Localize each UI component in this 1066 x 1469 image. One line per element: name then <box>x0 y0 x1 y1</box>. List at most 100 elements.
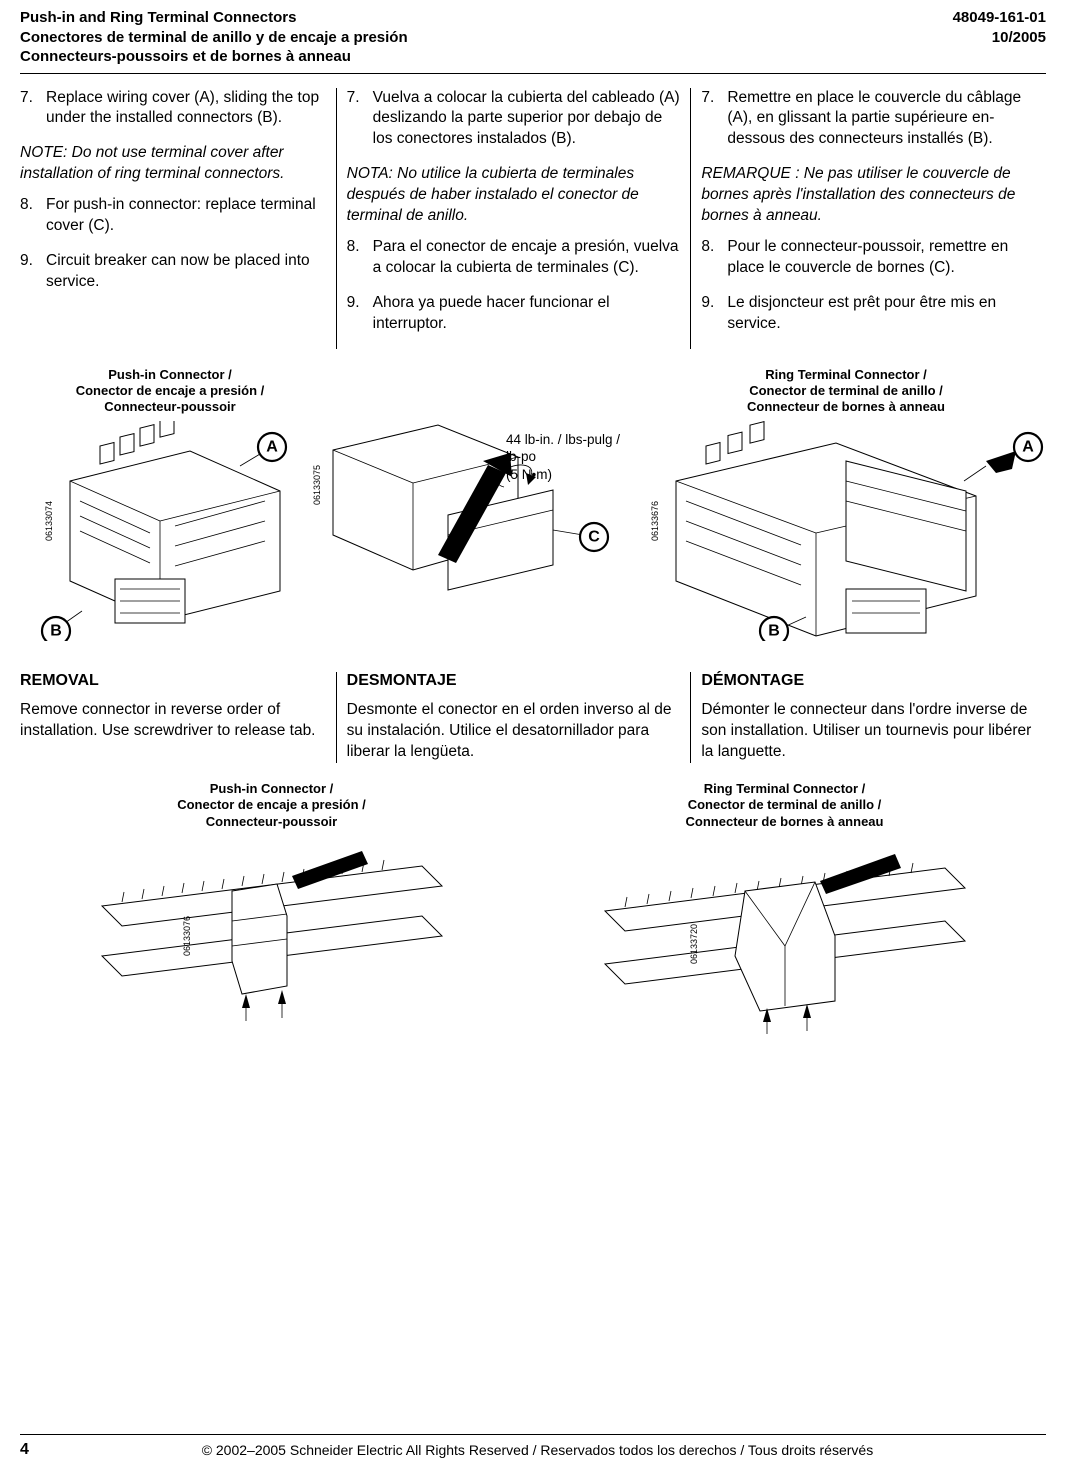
doc-number: 48049-161-01 <box>953 8 1046 28</box>
torque-label: 44 lb-in. / lbs-pulg / lb-po (5 N•m) <box>506 431 636 484</box>
page-footer: 4 © 2002–2005 Schneider Electric All Rig… <box>20 1434 1046 1459</box>
removal-ring-icon: 06133720 <box>585 836 985 1036</box>
fig-svg: 44 lb-in. / lbs-pulg / lb-po (5 N•m) <box>308 395 638 600</box>
doc-date: 10/2005 <box>953 28 1046 48</box>
fig-caption: Ring Terminal Connector / Conector de te… <box>646 367 1046 416</box>
caption-line: Ring Terminal Connector / <box>585 781 985 797</box>
removal-text: Desmonte el conector en el orden inverso… <box>347 700 681 763</box>
title-en: Push-in and Ring Terminal Connectors <box>20 8 408 28</box>
removal-fr: DÉMONTAGE Démonter le connecteur dans l'… <box>691 672 1046 763</box>
fig-svg: 06133676 A B <box>646 421 1046 646</box>
callout-c: C <box>588 528 600 545</box>
step-num: 7. <box>20 88 46 130</box>
removal-en: REMOVAL Remove connector in reverse orde… <box>20 672 337 763</box>
removal-es: DESMONTAJE Desmonte el conector en el or… <box>337 672 692 763</box>
step-9-fr: 9. Le disjoncteur est prêt pour être mis… <box>701 293 1046 335</box>
caption-line: Connecteur de bornes à anneau <box>646 399 1046 415</box>
torque-line: 44 lb-in. / lbs-pulg / <box>506 431 636 449</box>
removal-text: Démonter le connecteur dans l'ordre inve… <box>701 700 1046 763</box>
ref-id: 06133075 <box>312 465 322 505</box>
column-es: 7. Vuelva a colocar la cubierta del cabl… <box>337 88 692 349</box>
step-8-en: 8. For push-in connector: replace termin… <box>20 195 326 237</box>
callout-a: A <box>266 439 278 456</box>
caption-line: Connecteur-poussoir <box>82 814 462 830</box>
callout-a: A <box>1022 439 1034 456</box>
step-8-es: 8. Para el conector de encaje a presión,… <box>347 237 681 279</box>
step-num: 8. <box>701 237 727 279</box>
column-en: 7. Replace wiring cover (A), sliding the… <box>20 88 337 349</box>
caption-line: Push-in Connector / <box>40 367 300 383</box>
header-docinfo: 48049-161-01 10/2005 <box>953 8 1046 47</box>
instruction-columns: 7. Replace wiring cover (A), sliding the… <box>20 88 1046 349</box>
figure-row-2: Push-in Connector / Conector de encaje a… <box>20 781 1046 1041</box>
step-num: 8. <box>347 237 373 279</box>
figure-pushin-center: 44 lb-in. / lbs-pulg / lb-po (5 N•m) <box>308 395 638 647</box>
page-header: Push-in and Ring Terminal Connectors Con… <box>20 0 1046 74</box>
step-text: Circuit breaker can now be placed into s… <box>46 251 326 293</box>
note-fr: REMARQUE : Ne pas utiliser le couvercle … <box>701 164 1046 227</box>
fig-caption: Push-in Connector / Conector de encaje a… <box>40 367 300 416</box>
step-9-es: 9. Ahora ya puede hacer funcionar el int… <box>347 293 681 335</box>
caption-line: Ring Terminal Connector / <box>646 367 1046 383</box>
title-fr: Connecteurs-poussoirs et de bornes à ann… <box>20 47 408 67</box>
caption-line: Conector de terminal de anillo / <box>646 383 1046 399</box>
fig-caption: Push-in Connector / Conector de encaje a… <box>82 781 462 830</box>
title-es: Conectores de terminal de anillo y de en… <box>20 28 408 48</box>
isometric-breaker-icon: 06133074 A B <box>40 421 300 641</box>
step-7-en: 7. Replace wiring cover (A), sliding the… <box>20 88 326 130</box>
ref-id: 06133720 <box>689 924 699 964</box>
step-text: Ahora ya puede hacer funcionar el interr… <box>373 293 681 335</box>
callout-b: B <box>50 623 62 640</box>
note-en: NOTE: Do not use terminal cover after in… <box>20 143 326 185</box>
page-number: 4 <box>20 1441 29 1459</box>
removal-title: DÉMONTAGE <box>701 672 1046 690</box>
note-es: NOTA: No utilice la cubierta de terminal… <box>347 164 681 227</box>
step-text: Pour le connecteur-poussoir, remettre en… <box>727 237 1046 279</box>
torque-line: (5 N•m) <box>506 466 636 484</box>
isometric-breaker-ring-icon: 06133676 A B <box>646 421 1046 641</box>
step-num: 8. <box>20 195 46 237</box>
ref-id: 06133076 <box>182 916 192 956</box>
step-text: Vuelva a colocar la cubierta del cablead… <box>373 88 681 151</box>
removal-pushin-icon: 06133076 <box>82 836 462 1026</box>
figure-pushin-removal: Push-in Connector / Conector de encaje a… <box>82 781 462 1041</box>
step-text: Le disjoncteur est prêt pour être mis en… <box>727 293 1046 335</box>
step-num: 9. <box>20 251 46 293</box>
step-num: 7. <box>701 88 727 151</box>
step-num: 7. <box>347 88 373 151</box>
ref-id: 06133676 <box>650 501 660 541</box>
step-text: Para el conector de encaje a presión, vu… <box>373 237 681 279</box>
step-text: Replace wiring cover (A), sliding the to… <box>46 88 326 130</box>
removal-columns: REMOVAL Remove connector in reverse orde… <box>20 672 1046 763</box>
step-7-es: 7. Vuelva a colocar la cubierta del cabl… <box>347 88 681 151</box>
isometric-cover-icon: 06133075 C <box>308 395 638 595</box>
step-num: 9. <box>347 293 373 335</box>
fig-svg: 06133074 A B <box>40 421 300 646</box>
figure-ring-removal: Ring Terminal Connector / Conector de te… <box>585 781 985 1041</box>
header-titles: Push-in and Ring Terminal Connectors Con… <box>20 8 408 67</box>
figure-ring-right: Ring Terminal Connector / Conector de te… <box>646 367 1046 647</box>
step-text: Remettre en place le couvercle du câblag… <box>727 88 1046 151</box>
fig-caption: Ring Terminal Connector / Conector de te… <box>585 781 985 830</box>
step-text: For push-in connector: replace terminal … <box>46 195 326 237</box>
removal-text: Remove connector in reverse order of ins… <box>20 700 326 742</box>
torque-line: lb-po <box>506 448 636 466</box>
callout-b: B <box>768 623 780 640</box>
figure-row-1: Push-in Connector / Conector de encaje a… <box>20 367 1046 647</box>
removal-title: DESMONTAJE <box>347 672 681 690</box>
step-8-fr: 8. Pour le connecteur-poussoir, remettre… <box>701 237 1046 279</box>
step-7-fr: 7. Remettre en place le couvercle du câb… <box>701 88 1046 151</box>
column-fr: 7. Remettre en place le couvercle du câb… <box>691 88 1046 349</box>
copyright-text: © 2002–2005 Schneider Electric All Right… <box>29 1442 1046 1458</box>
step-9-en: 9. Circuit breaker can now be placed int… <box>20 251 326 293</box>
caption-line: Conector de terminal de anillo / <box>585 797 985 813</box>
step-num: 9. <box>701 293 727 335</box>
ref-id: 06133074 <box>44 501 54 541</box>
caption-line: Connecteur-poussoir <box>40 399 300 415</box>
caption-line: Conector de encaje a presión / <box>40 383 300 399</box>
caption-line: Connecteur de bornes à anneau <box>585 814 985 830</box>
removal-title: REMOVAL <box>20 672 326 690</box>
caption-line: Push-in Connector / <box>82 781 462 797</box>
caption-line: Conector de encaje a presión / <box>82 797 462 813</box>
figure-pushin-left: Push-in Connector / Conector de encaje a… <box>40 367 300 647</box>
